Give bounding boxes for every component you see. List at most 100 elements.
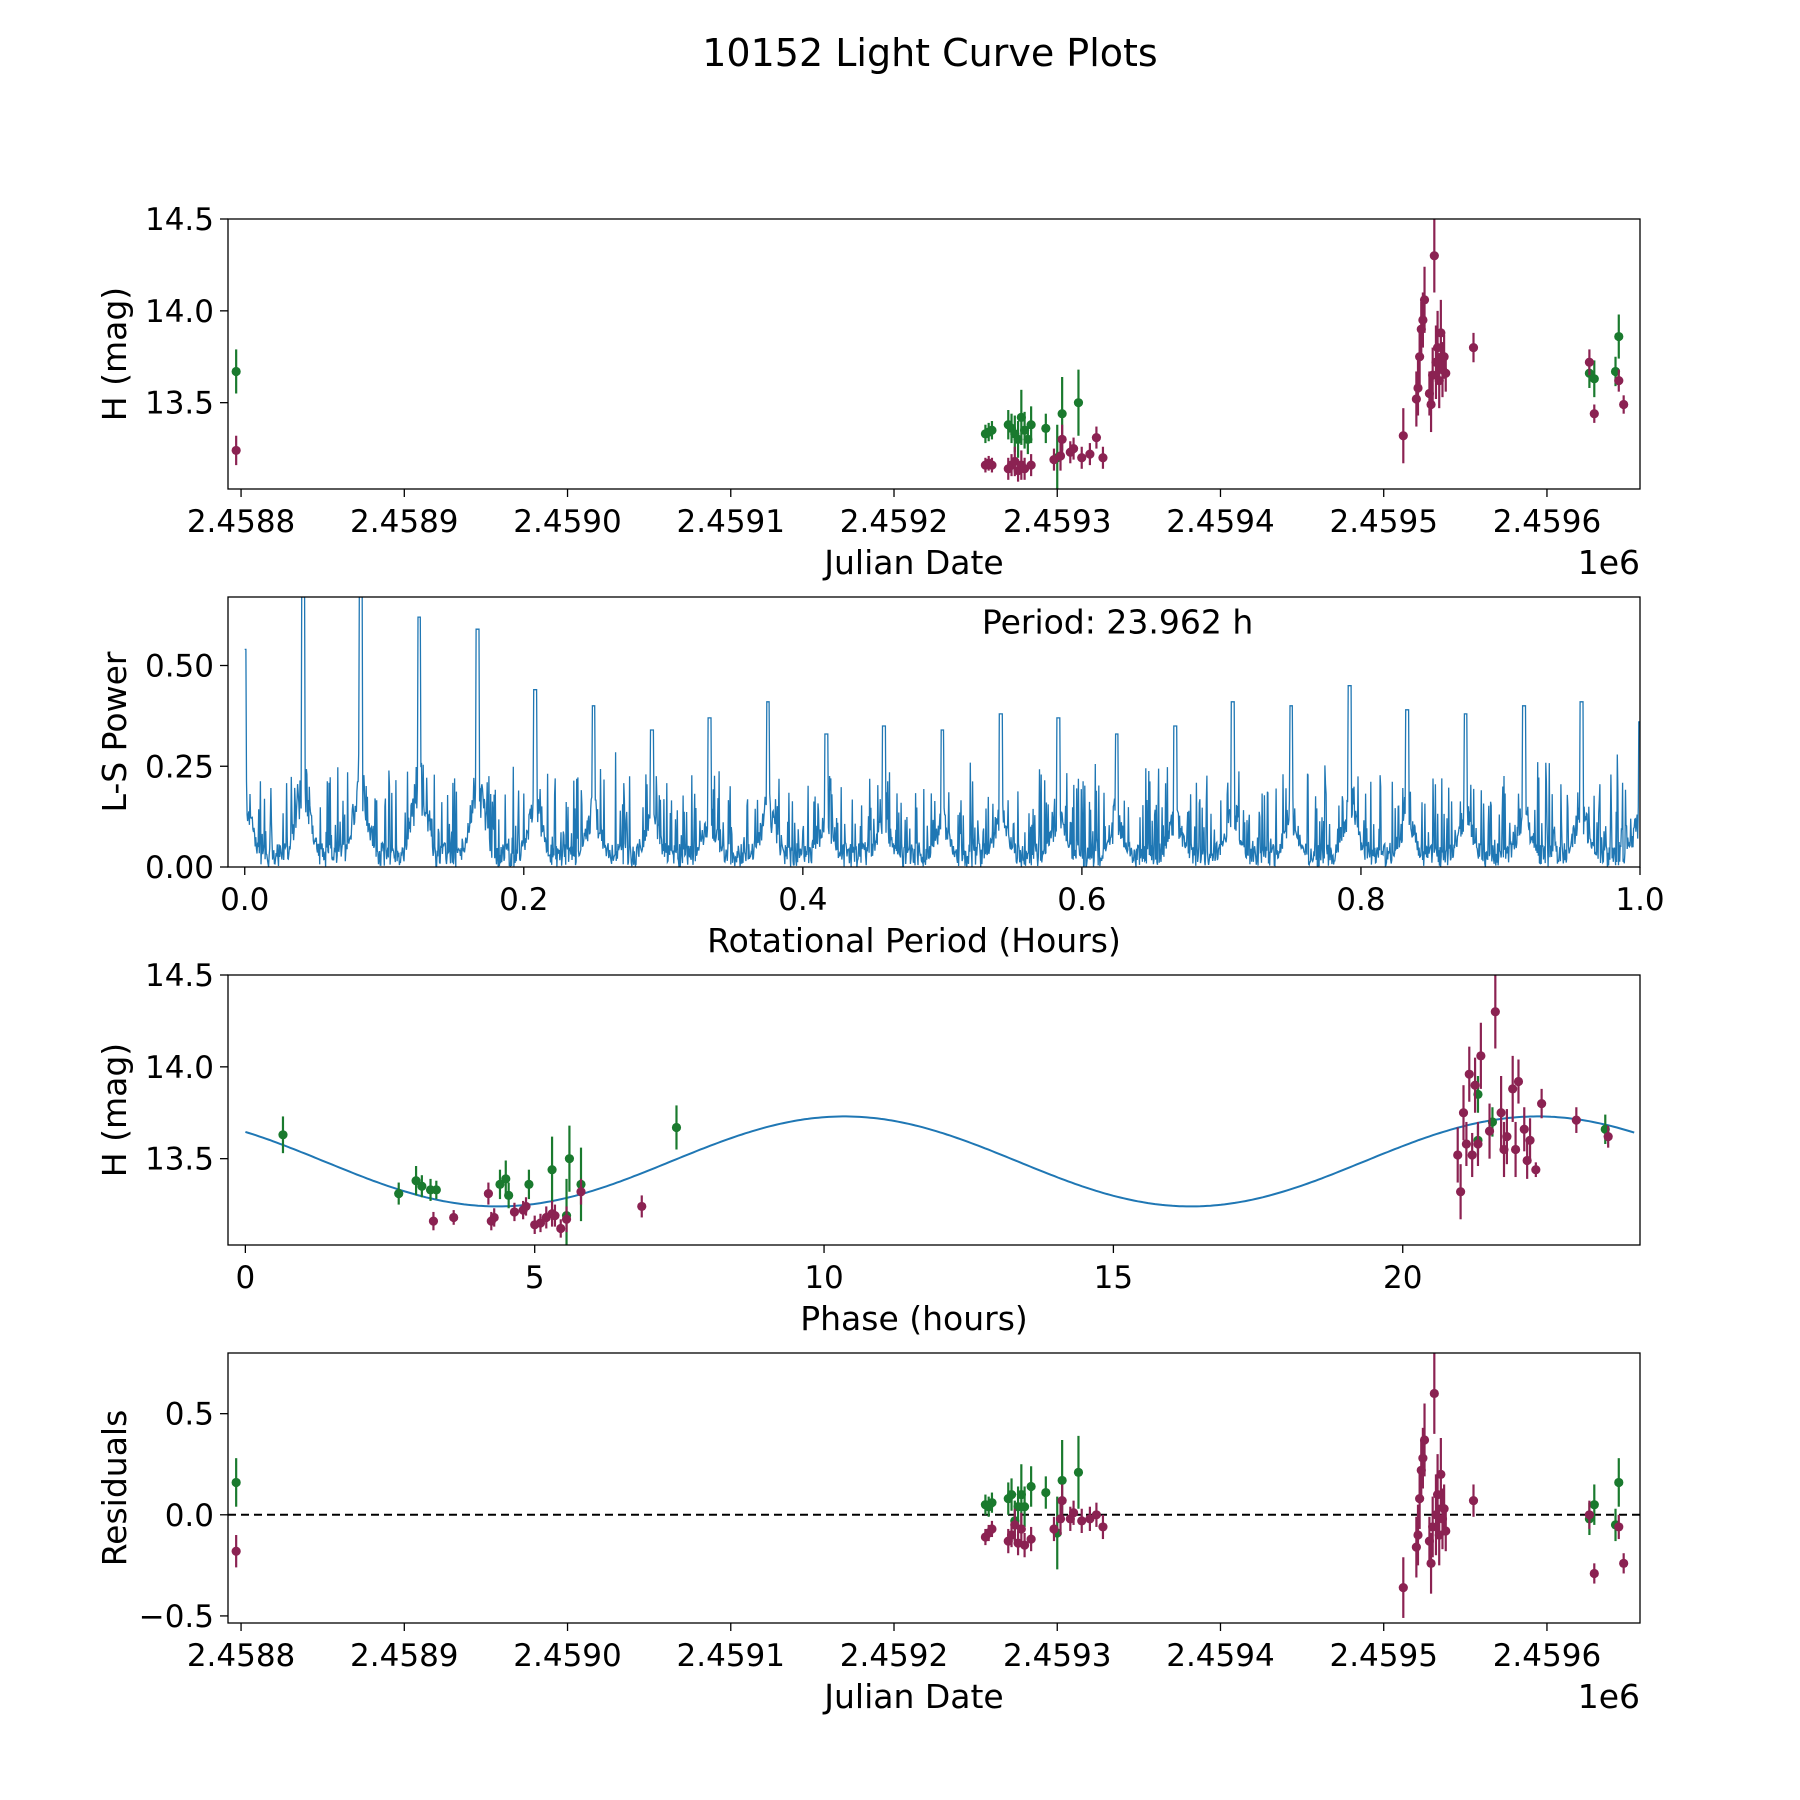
model-fit-curve [245,1115,1635,1208]
magenta-data-point [1091,1510,1102,1520]
green-data-point [411,1176,421,1186]
green-data-point [1614,331,1624,342]
magenta-data-point [1571,1115,1581,1125]
magenta-data-point [1461,1139,1471,1149]
phase-folded-panel: 0 5 10 15 20 13.5 14.0 14.5 Phase (hours) H (mag) [95,958,1641,1338]
magenta-data-point [987,460,997,470]
magenta-data-point [1531,1165,1541,1175]
magenta-data-point [1589,409,1599,419]
magenta-data-point [1398,431,1408,441]
magenta-data-point [1055,1514,1066,1524]
periodogram-panel: 0.0 0.2 0.4 0.6 0.8 1.0 0.00 0.25 0.50 Rotational… [95,596,1665,960]
magenta-data-point [1098,1522,1108,1532]
green-data-point [1006,1489,1017,1500]
magenta-data-point [1016,1524,1026,1534]
plot-area [244,597,1640,867]
x-tick-label: 2.4590 [513,504,621,540]
magenta-data-point [1026,460,1036,470]
magenta-data-point [1619,1558,1629,1568]
magenta-data-point [1470,1080,1480,1090]
magenta-data-point [509,1207,520,1217]
y-tick-label: 14.0 [145,1050,214,1086]
magenta-data-point [1584,1510,1594,1520]
green-data-point [501,1174,511,1184]
magenta-data-point [1453,1150,1463,1160]
green-data-point [1057,409,1067,419]
green-data-point [1019,1502,1030,1512]
magenta-data-point [1426,399,1436,410]
magenta-data-point [1441,1526,1451,1536]
magenta-data-point [1467,1150,1477,1160]
axes-frame [227,218,1641,490]
light-curve-panel: 2.4588 2.4589 2.4590 2.4591 2.4592 2.4593 2.45… [95,202,1641,582]
magenta-data-point [1614,1522,1624,1532]
green-data-point [524,1179,534,1189]
y-tick-label: 14.5 [145,958,214,994]
green-data-point [1614,1477,1624,1488]
x-axis-label: Rotational Period (Hours) [707,921,1121,960]
magenta-data-point [1508,1084,1518,1094]
green-data-point [1041,1487,1051,1498]
green-data-point [1589,1500,1599,1510]
x-axis-label: Julian Date [822,1677,1004,1716]
magenta-data-point [1413,383,1423,393]
x-tick-label: 2.4589 [350,504,458,540]
x-tick-label: 2.4594 [1166,1638,1274,1674]
green-data-point [1041,423,1051,433]
magenta-data-point [231,1546,241,1556]
x-tick-label: 2.4592 [840,504,948,540]
magenta-data-point [1439,352,1449,362]
magenta-data-point [483,1188,494,1199]
magenta-data-point [1057,1496,1067,1506]
magenta-data-point [637,1201,647,1212]
magenta-data-point [1415,352,1425,362]
y-tick-label: 0.0 [165,1498,214,1534]
x-tick-label: 10 [804,1260,843,1296]
magenta-data-point [550,1211,560,1221]
y-tick-label: 13.5 [145,1142,214,1178]
magenta-data-point [1426,1558,1436,1568]
magenta-data-point [1398,1583,1408,1593]
magenta-data-point [1091,432,1102,443]
magenta-data-point [1502,1132,1512,1142]
magenta-data-point [576,1187,586,1197]
magenta-data-point [1484,1126,1495,1136]
magenta-data-point [1055,451,1066,461]
magenta-data-point [1049,1524,1059,1534]
y-tick-label: 0.00 [145,850,214,886]
magenta-data-point [1098,453,1108,463]
x-tick-label: 0.8 [1336,882,1385,918]
x-tick-label: 0.6 [1057,882,1106,918]
magenta-data-point [1415,1494,1425,1504]
magenta-data-point [489,1212,499,1223]
magenta-data-point [449,1212,459,1223]
magenta-data-point [1537,1098,1547,1109]
x-tick-label: 2.4590 [513,1638,621,1674]
axes-frame [227,974,1641,1246]
magenta-data-point [1429,251,1439,261]
magenta-data-point [1490,1007,1500,1017]
axes-frame [227,596,1641,868]
magenta-data-point [1473,1139,1483,1149]
magenta-data-point [1496,1108,1506,1118]
x-tick-label: 2.4588 [187,504,295,540]
x-tick-label: 2.4595 [1329,504,1437,540]
y-tick-label: 14.5 [145,202,214,238]
green-data-point [547,1165,557,1175]
x-tick-label: 0.2 [499,882,548,918]
magenta-data-point [1411,1542,1421,1552]
magenta-data-point [1525,1135,1535,1145]
magenta-data-point [1468,1496,1479,1506]
x-tick-label: 2.4591 [677,504,785,540]
magenta-data-point [1436,1469,1446,1479]
magenta-data-point [1085,449,1095,459]
y-tick-label: 0.50 [145,649,214,685]
x-tick-label: 2.4591 [677,1638,785,1674]
magenta-data-point [1429,1388,1439,1399]
green-data-point [1026,1481,1036,1492]
x-tick-label: 2.4593 [1003,504,1111,540]
y-axis-label: H (mag) [95,1043,134,1177]
y-tick-label: 14.0 [145,294,214,330]
magenta-data-point [987,1524,997,1534]
